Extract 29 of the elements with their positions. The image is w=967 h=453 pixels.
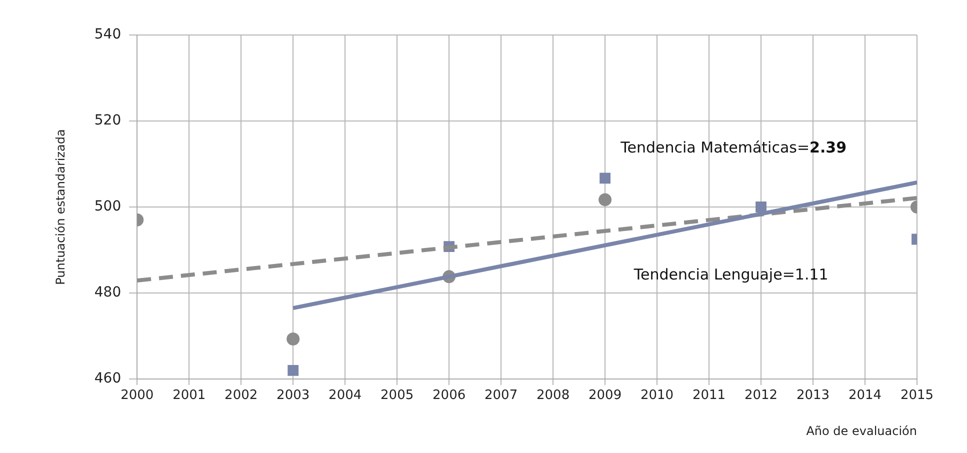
annotation: Tendencia Matemáticas=2.39 xyxy=(620,138,847,156)
y-tick-label: 460 xyxy=(94,370,122,387)
annotation: Tendencia Lenguaje=1.11 xyxy=(632,266,828,284)
x-tick-label: 2001 xyxy=(172,388,206,404)
x-axis-title: Año de evaluación xyxy=(806,424,917,438)
y-tick-label: 520 xyxy=(94,112,122,129)
x-tick-label: 2006 xyxy=(432,388,466,404)
y-axis-title: Puntuación estandarizada xyxy=(53,129,68,285)
point xyxy=(286,332,300,346)
x-tick-label: 2004 xyxy=(328,388,362,404)
x-tick-label: 2012 xyxy=(744,388,778,404)
x-tick-label: 2000 xyxy=(120,388,154,404)
y-tick-label: 500 xyxy=(94,198,122,215)
x-tick-label: 2010 xyxy=(640,388,674,404)
x-tick-label: 2003 xyxy=(276,388,310,404)
x-tick-label: 2008 xyxy=(536,388,570,404)
x-tick-label: 2014 xyxy=(848,388,882,404)
point xyxy=(598,193,612,206)
point xyxy=(288,364,299,376)
y-tick-label: 480 xyxy=(94,284,122,301)
x-tick-label: 2002 xyxy=(224,388,258,404)
x-tick-label: 2009 xyxy=(588,388,622,404)
y-tick-label: 540 xyxy=(94,26,122,43)
x-tick-label: 2013 xyxy=(796,388,830,404)
point xyxy=(600,172,610,184)
x-tick-label: 2011 xyxy=(692,388,726,404)
x-tick-label: 2007 xyxy=(484,388,518,404)
x-tick-label: 2005 xyxy=(380,388,414,404)
x-tick-label: 2015 xyxy=(900,388,934,404)
